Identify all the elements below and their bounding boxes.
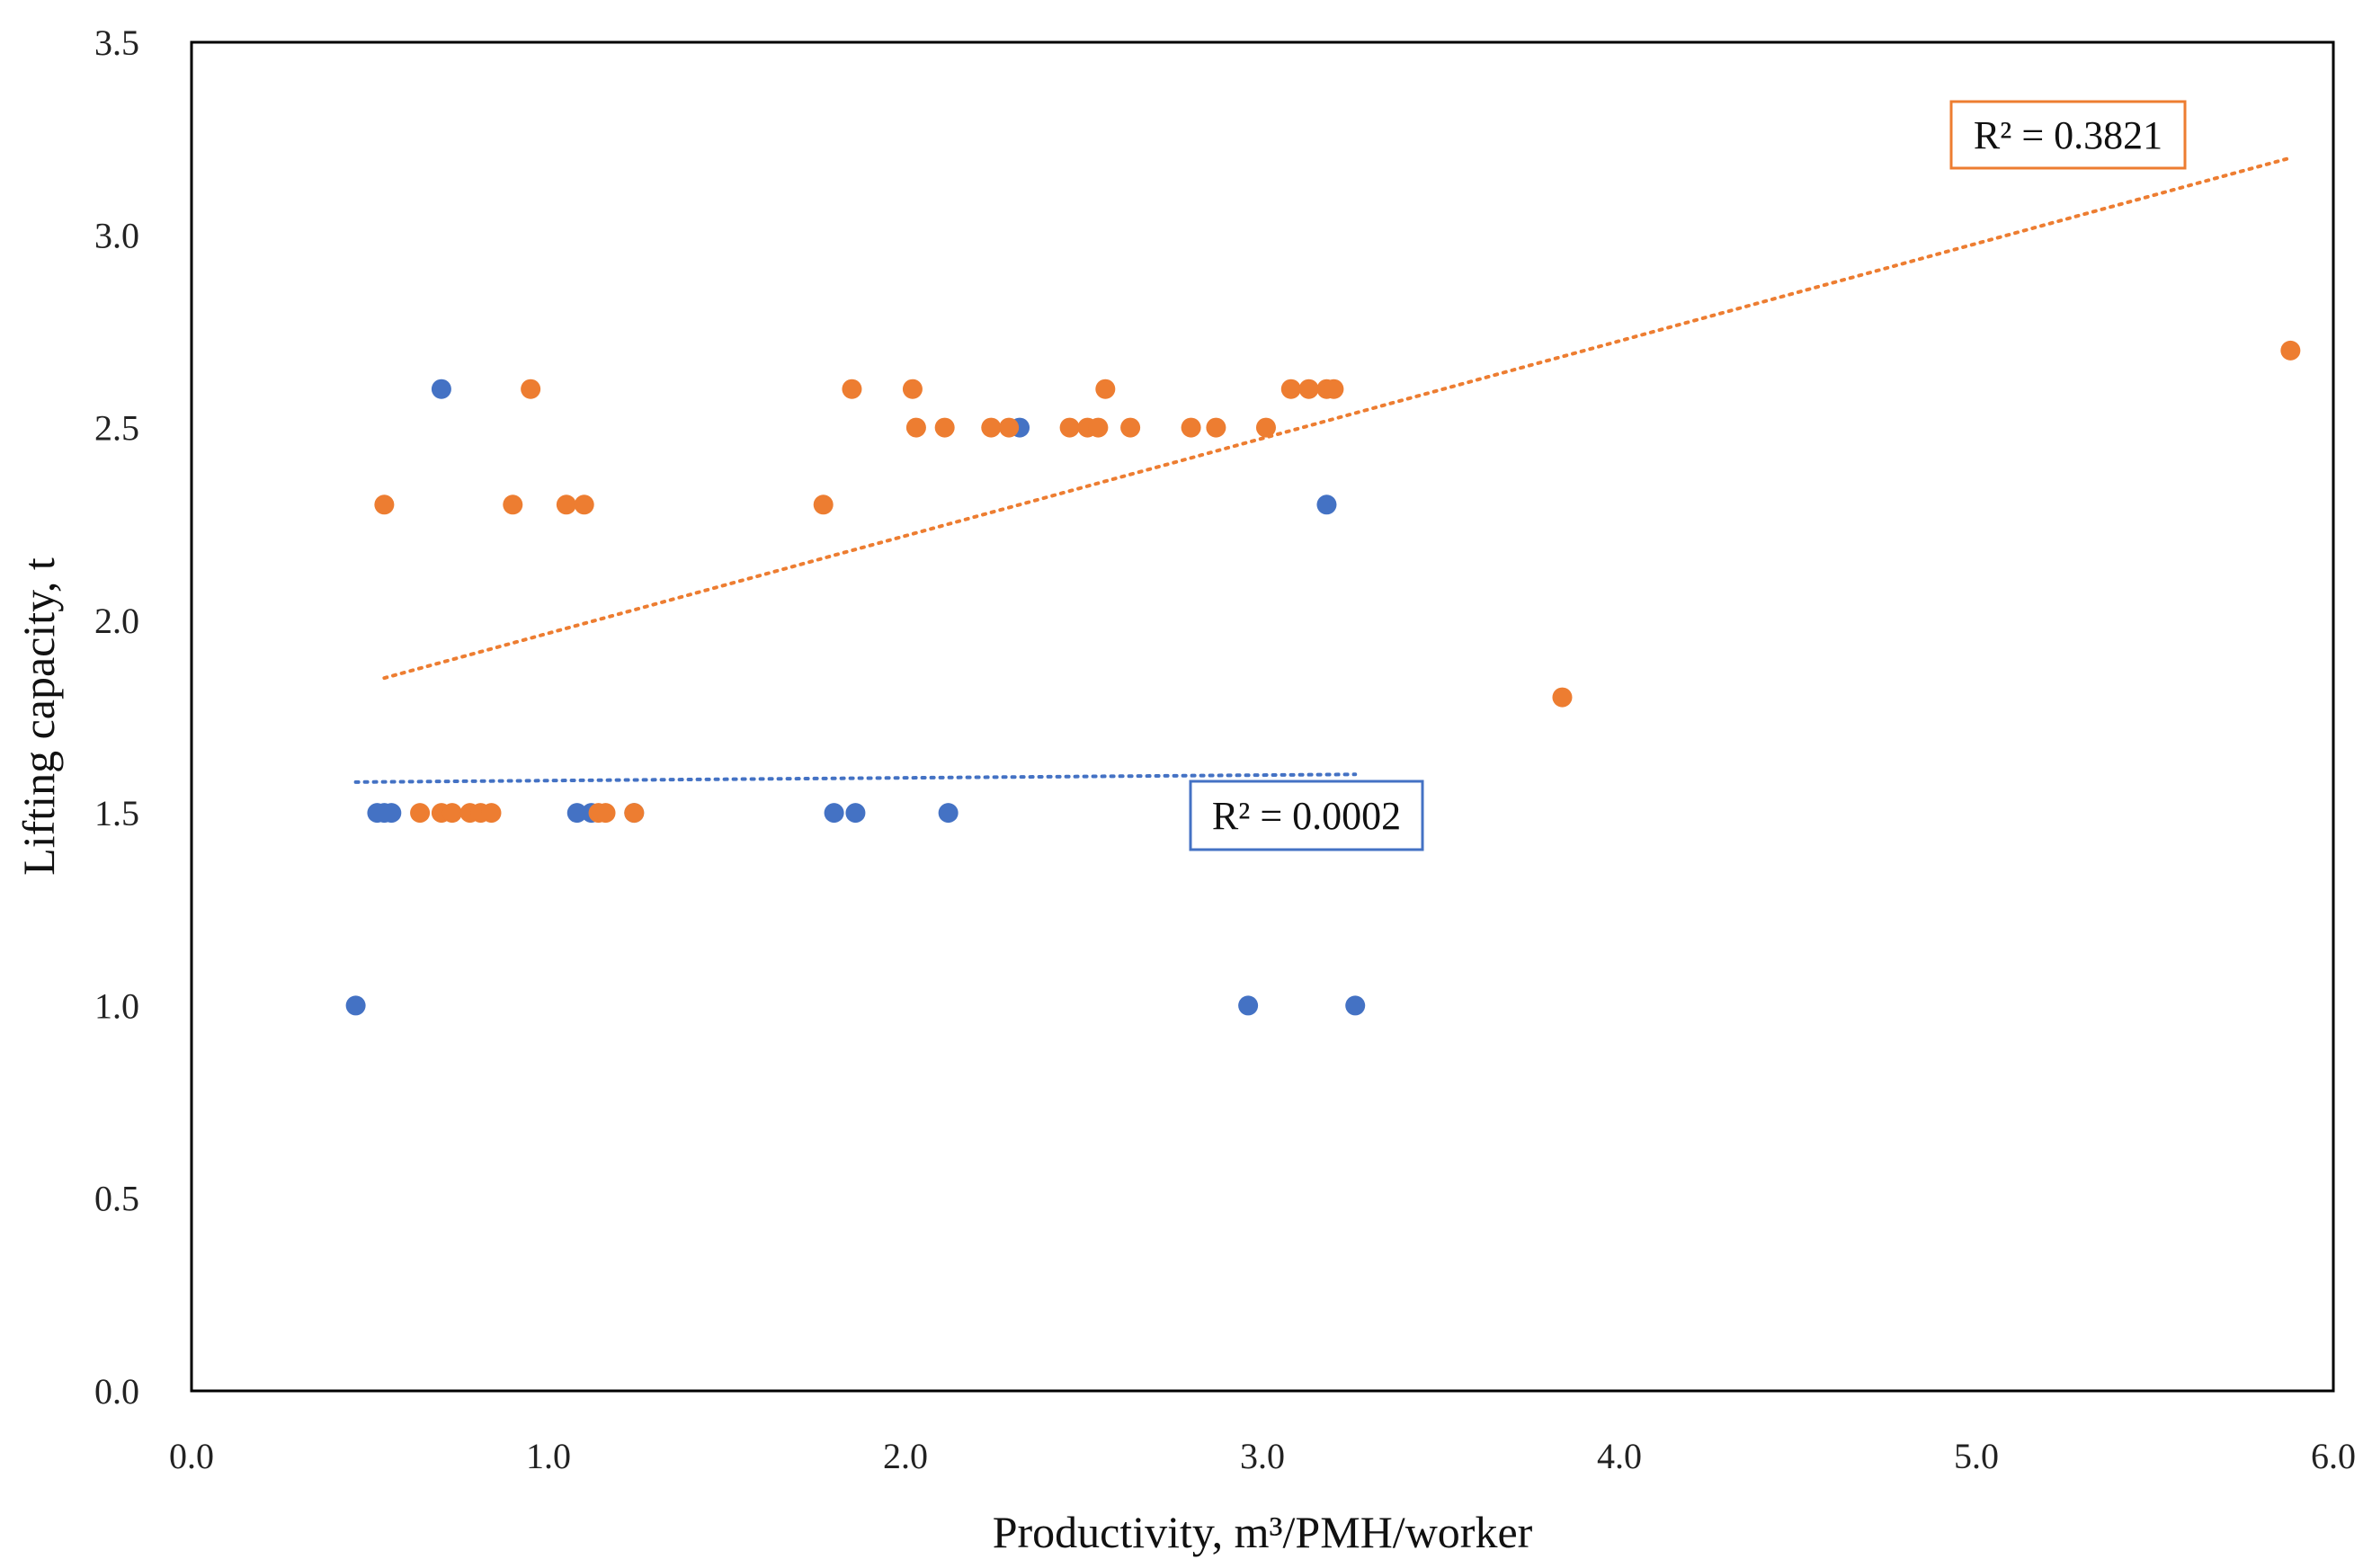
data-point-orange xyxy=(481,803,502,824)
data-point-orange xyxy=(981,417,1002,438)
data-point-orange xyxy=(934,417,955,438)
data-point-orange xyxy=(441,803,462,824)
data-point-orange xyxy=(503,494,523,515)
data-point-orange xyxy=(842,379,862,399)
data-point-orange xyxy=(1181,417,1201,438)
data-point-blue xyxy=(345,995,366,1016)
data-point-orange xyxy=(1552,687,1573,708)
data-point-blue xyxy=(845,803,866,824)
data-point-orange xyxy=(521,379,541,399)
x-axis-ticks: 0.0 1.0 2.0 3.0 4.0 5.0 6.0 xyxy=(169,1436,2356,1476)
y-axis-title: Lifting capacity, t xyxy=(13,557,64,876)
x-tick-label: 6.0 xyxy=(2311,1436,2356,1476)
trendline-orange xyxy=(382,156,2293,681)
data-point-blue xyxy=(1345,995,1366,1016)
data-point-orange xyxy=(902,379,923,399)
data-point-orange xyxy=(556,494,576,515)
data-point-orange xyxy=(1255,417,1276,438)
data-point-orange xyxy=(410,803,431,824)
data-point-orange xyxy=(1088,417,1109,438)
y-tick-label: 1.0 xyxy=(94,985,139,1026)
r2-label-orange: R² = 0.3821 xyxy=(1974,113,2162,157)
y-tick-label: 0.0 xyxy=(94,1371,139,1412)
y-axis-ticks: 0.0 0.5 1.0 1.5 2.0 2.5 3.0 3.5 xyxy=(94,22,139,1412)
r2-box-blue xyxy=(1189,780,1424,851)
y-tick-label: 3.0 xyxy=(94,215,139,255)
data-point-orange xyxy=(1298,379,1319,399)
r2-annotation-orange: R² = 0.3821 xyxy=(1949,100,2187,170)
data-point-orange xyxy=(374,494,395,515)
y-tick-label: 1.5 xyxy=(94,793,139,833)
data-point-orange xyxy=(1280,379,1301,399)
data-point-orange xyxy=(1059,417,1080,438)
x-tick-label: 2.0 xyxy=(883,1436,928,1476)
data-point-orange xyxy=(905,417,926,438)
data-point-blue xyxy=(431,379,451,399)
data-point-orange xyxy=(2280,340,2301,361)
y-tick-label: 2.5 xyxy=(94,408,139,449)
r2-box-orange xyxy=(1949,100,2187,170)
x-tick-label: 4.0 xyxy=(1597,1436,1642,1476)
data-point-orange xyxy=(999,417,1020,438)
data-point-blue xyxy=(381,803,402,824)
data-point-orange xyxy=(574,494,594,515)
data-point-blue xyxy=(1316,494,1337,515)
data-point-orange xyxy=(813,494,834,515)
x-tick-label: 0.0 xyxy=(169,1436,214,1476)
r2-label-blue: R² = 0.0002 xyxy=(1212,794,1401,838)
trendlines xyxy=(353,156,2293,784)
data-point-blue xyxy=(824,803,844,824)
data-point-blue xyxy=(938,803,959,824)
data-point-orange xyxy=(595,803,616,824)
plot-area-frame xyxy=(190,40,2335,1393)
data-points xyxy=(345,340,2301,1016)
data-point-orange xyxy=(1324,379,1344,399)
r2-annotation-blue: R² = 0.0002 xyxy=(1189,780,1424,851)
y-tick-label: 0.5 xyxy=(94,1179,139,1219)
x-tick-label: 3.0 xyxy=(1240,1436,1285,1476)
data-point-orange xyxy=(1120,417,1141,438)
data-point-blue xyxy=(1238,995,1259,1016)
y-tick-label: 2.0 xyxy=(94,601,139,641)
data-point-orange xyxy=(624,803,645,824)
x-axis-title: Productivity, m³/PMH/worker xyxy=(993,1507,1533,1557)
data-point-orange xyxy=(1206,417,1226,438)
y-tick-label: 3.5 xyxy=(94,22,139,63)
x-tick-label: 5.0 xyxy=(1954,1436,1999,1476)
x-tick-label: 1.0 xyxy=(526,1436,571,1476)
data-point-blue xyxy=(566,803,587,824)
data-point-orange xyxy=(1095,379,1116,399)
